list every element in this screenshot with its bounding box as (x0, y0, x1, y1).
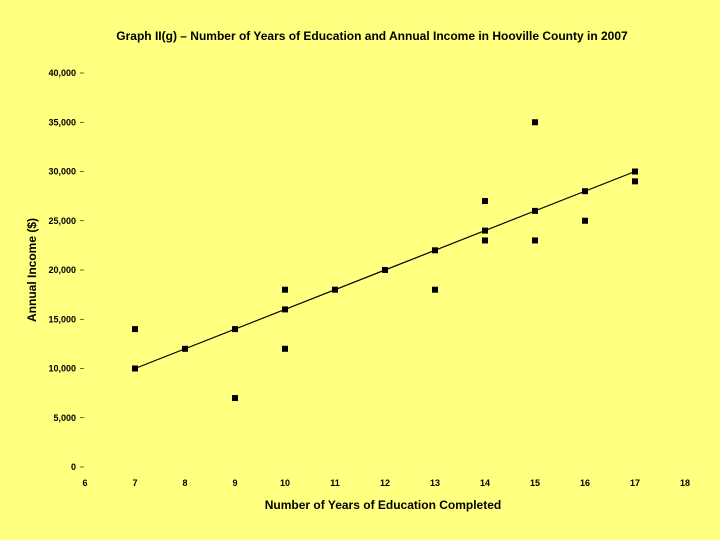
x-tick-label: 9 (232, 478, 237, 488)
data-point (132, 326, 138, 333)
data-point (632, 168, 638, 175)
x-tick-label: 12 (380, 478, 390, 488)
x-tick-label: 16 (580, 478, 590, 488)
data-point (482, 227, 488, 234)
data-point (232, 395, 238, 402)
y-tick-label: 5,000 (53, 413, 76, 423)
x-tick-label: 17 (630, 478, 640, 488)
y-tick-label: 0 (71, 462, 76, 472)
y-axis: 0 5,000 10,000 15,000 20,000 25,000 30,000 35,0… (48, 68, 84, 472)
chart-title: Graph II(g) – Number of Years of Educati… (116, 29, 628, 43)
x-tick-label: 15 (530, 478, 540, 488)
data-point (182, 345, 188, 352)
x-tick-label: 13 (430, 478, 440, 488)
data-point (282, 345, 288, 352)
y-tick-label: 30,000 (48, 167, 76, 177)
data-point (132, 365, 138, 372)
y-tick-label: 40,000 (48, 68, 76, 78)
x-tick-label: 6 (82, 478, 87, 488)
data-point (282, 306, 288, 313)
y-axis-title: Annual Income ($) (25, 218, 39, 322)
data-point (332, 286, 338, 293)
data-point (482, 237, 488, 244)
data-point (382, 267, 388, 273)
data-point (432, 247, 438, 254)
x-axis-title: Number of Years of Education Completed (265, 498, 501, 512)
data-point (432, 286, 438, 293)
x-axis: 6 7 8 9 10 11 12 13 14 15 16 17 18 (82, 478, 690, 488)
y-tick-label: 10,000 (48, 364, 76, 374)
x-tick-label: 11 (330, 478, 340, 488)
data-point (582, 217, 588, 224)
data-point (532, 207, 538, 214)
plot-area (132, 119, 638, 402)
data-point (482, 198, 488, 205)
x-tick-label: 18 (680, 478, 690, 488)
x-tick-label: 14 (480, 478, 490, 488)
data-point (582, 188, 588, 195)
x-tick-label: 10 (280, 478, 290, 488)
data-point (532, 237, 538, 244)
data-point (532, 119, 538, 126)
y-tick-label: 35,000 (48, 117, 76, 127)
y-tick-label: 20,000 (48, 265, 76, 275)
x-tick-label: 7 (132, 478, 137, 488)
data-point (632, 178, 638, 185)
y-tick-label: 25,000 (48, 216, 76, 226)
x-tick-label: 8 (182, 478, 187, 488)
y-tick-label: 15,000 (48, 314, 76, 324)
data-point (282, 286, 288, 293)
data-point (232, 326, 238, 333)
